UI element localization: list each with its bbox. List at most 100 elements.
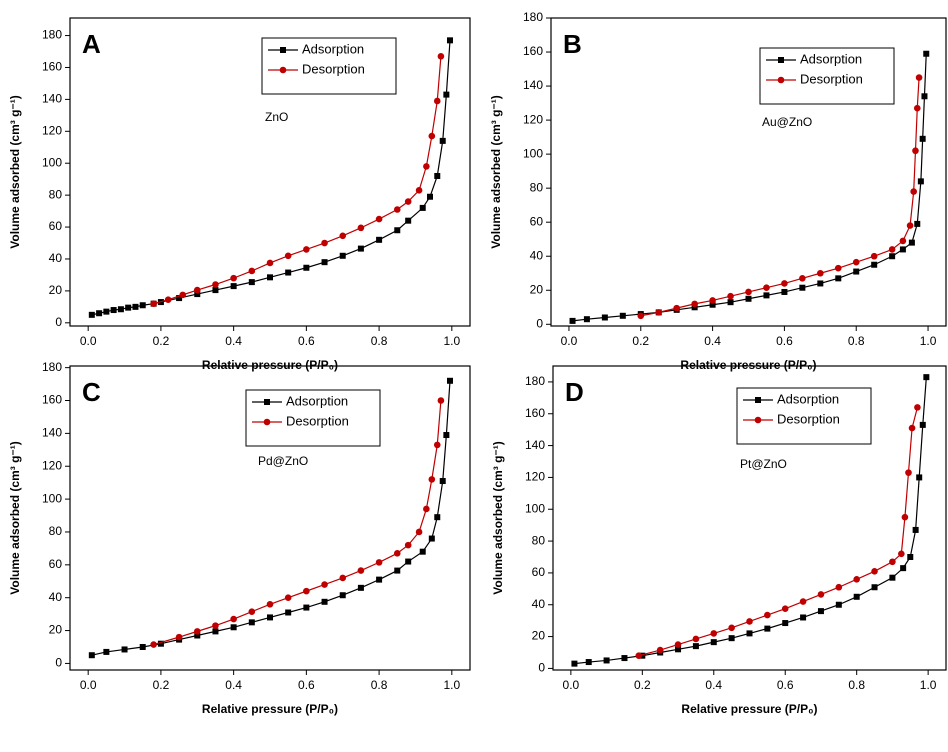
legend-label: Desorption bbox=[286, 413, 349, 428]
marker bbox=[923, 374, 930, 381]
marker bbox=[898, 550, 905, 558]
x-tick-label: 0.4 bbox=[225, 678, 242, 692]
legend-label: Desorption bbox=[302, 61, 365, 76]
marker bbox=[375, 215, 383, 223]
marker bbox=[834, 264, 842, 272]
marker bbox=[601, 314, 608, 321]
plot-frame bbox=[69, 365, 471, 671]
marker bbox=[763, 284, 770, 292]
marker bbox=[709, 301, 716, 308]
y-axis-title: Volume adsorbed (cm³ g⁻¹) bbox=[8, 441, 22, 594]
marker bbox=[914, 220, 921, 227]
y-tick-label: 180 bbox=[525, 374, 545, 388]
x-tick-label: 0.2 bbox=[634, 678, 651, 692]
marker bbox=[655, 309, 663, 316]
y-tick-label: 120 bbox=[42, 123, 62, 137]
x-tick-label: 0.0 bbox=[80, 678, 97, 692]
marker bbox=[905, 469, 912, 476]
y-axis-title: Volume adsorbed (cm³ g⁻¹) bbox=[491, 441, 505, 594]
y-tick-label: 0 bbox=[536, 316, 543, 330]
x-tick-label: 0.8 bbox=[371, 678, 388, 692]
marker bbox=[764, 625, 771, 632]
marker bbox=[921, 93, 928, 100]
marker bbox=[799, 598, 807, 605]
marker bbox=[919, 135, 926, 142]
marker bbox=[853, 268, 860, 275]
marker bbox=[778, 57, 784, 63]
sample-label: Au@ZnO bbox=[762, 115, 812, 129]
marker bbox=[781, 288, 788, 295]
marker bbox=[912, 147, 919, 155]
marker bbox=[404, 198, 412, 205]
marker bbox=[110, 307, 117, 314]
marker bbox=[853, 593, 860, 600]
marker bbox=[194, 632, 201, 639]
legend-label: Desorption bbox=[800, 71, 863, 86]
legend-label: Adsorption bbox=[800, 51, 862, 66]
legend-label: Adsorption bbox=[302, 41, 364, 56]
marker bbox=[428, 476, 436, 483]
x-axis-title: Relative pressure (P/P₀) bbox=[681, 702, 817, 716]
marker bbox=[212, 281, 219, 288]
x-tick-label: 1.0 bbox=[920, 678, 937, 692]
marker bbox=[267, 274, 273, 281]
marker bbox=[889, 558, 896, 566]
series-line bbox=[638, 407, 918, 657]
marker bbox=[139, 643, 146, 650]
marker bbox=[96, 310, 103, 317]
x-tick-label: 0.8 bbox=[371, 334, 388, 348]
marker bbox=[393, 206, 401, 213]
y-tick-label: 60 bbox=[532, 565, 546, 579]
marker bbox=[710, 639, 717, 646]
marker bbox=[835, 583, 843, 591]
marker bbox=[419, 548, 426, 555]
y-tick-label: 80 bbox=[49, 187, 63, 201]
y-tick-label: 180 bbox=[523, 10, 543, 24]
marker bbox=[267, 614, 273, 621]
y-tick-label: 0 bbox=[538, 661, 545, 675]
y-tick-label: 20 bbox=[49, 623, 63, 637]
marker bbox=[266, 600, 274, 608]
marker bbox=[376, 576, 383, 583]
marker bbox=[303, 264, 310, 271]
marker bbox=[103, 648, 110, 655]
y-tick-label: 40 bbox=[49, 251, 63, 265]
marker bbox=[781, 605, 789, 613]
marker bbox=[443, 91, 450, 98]
marker bbox=[635, 652, 643, 659]
marker bbox=[913, 104, 921, 112]
marker bbox=[164, 296, 172, 303]
y-tick-label: 100 bbox=[42, 155, 62, 169]
sample-label: Pd@ZnO bbox=[258, 454, 308, 468]
marker bbox=[285, 269, 292, 276]
marker bbox=[150, 300, 157, 307]
marker bbox=[121, 646, 128, 653]
y-axis-title: Volume adsorbed (cm³ g⁻¹) bbox=[8, 95, 22, 248]
marker bbox=[427, 193, 433, 200]
x-tick-label: 0.4 bbox=[704, 334, 721, 348]
marker bbox=[357, 584, 364, 591]
marker bbox=[916, 474, 923, 481]
marker bbox=[321, 581, 328, 588]
marker bbox=[835, 601, 842, 608]
marker bbox=[230, 615, 237, 623]
y-tick-label: 140 bbox=[523, 78, 543, 92]
panel: 0.0 0.2 0.4 0.6 0.8 1.0 0 20 40 60 80 100 120 140 160 1… bbox=[491, 365, 947, 716]
marker bbox=[800, 614, 807, 621]
marker bbox=[915, 74, 923, 81]
marker bbox=[571, 660, 578, 667]
y-tick-label: 120 bbox=[523, 112, 543, 126]
marker bbox=[303, 246, 310, 253]
marker bbox=[303, 587, 310, 595]
marker bbox=[439, 137, 446, 144]
y-tick-label: 80 bbox=[532, 533, 546, 547]
marker bbox=[799, 284, 806, 291]
marker bbox=[777, 76, 785, 84]
marker bbox=[906, 222, 914, 229]
y-tick-label: 140 bbox=[42, 426, 62, 440]
marker bbox=[339, 252, 346, 259]
marker bbox=[88, 311, 95, 318]
marker bbox=[248, 619, 255, 626]
marker bbox=[871, 261, 878, 268]
panel-label: D bbox=[565, 377, 584, 407]
